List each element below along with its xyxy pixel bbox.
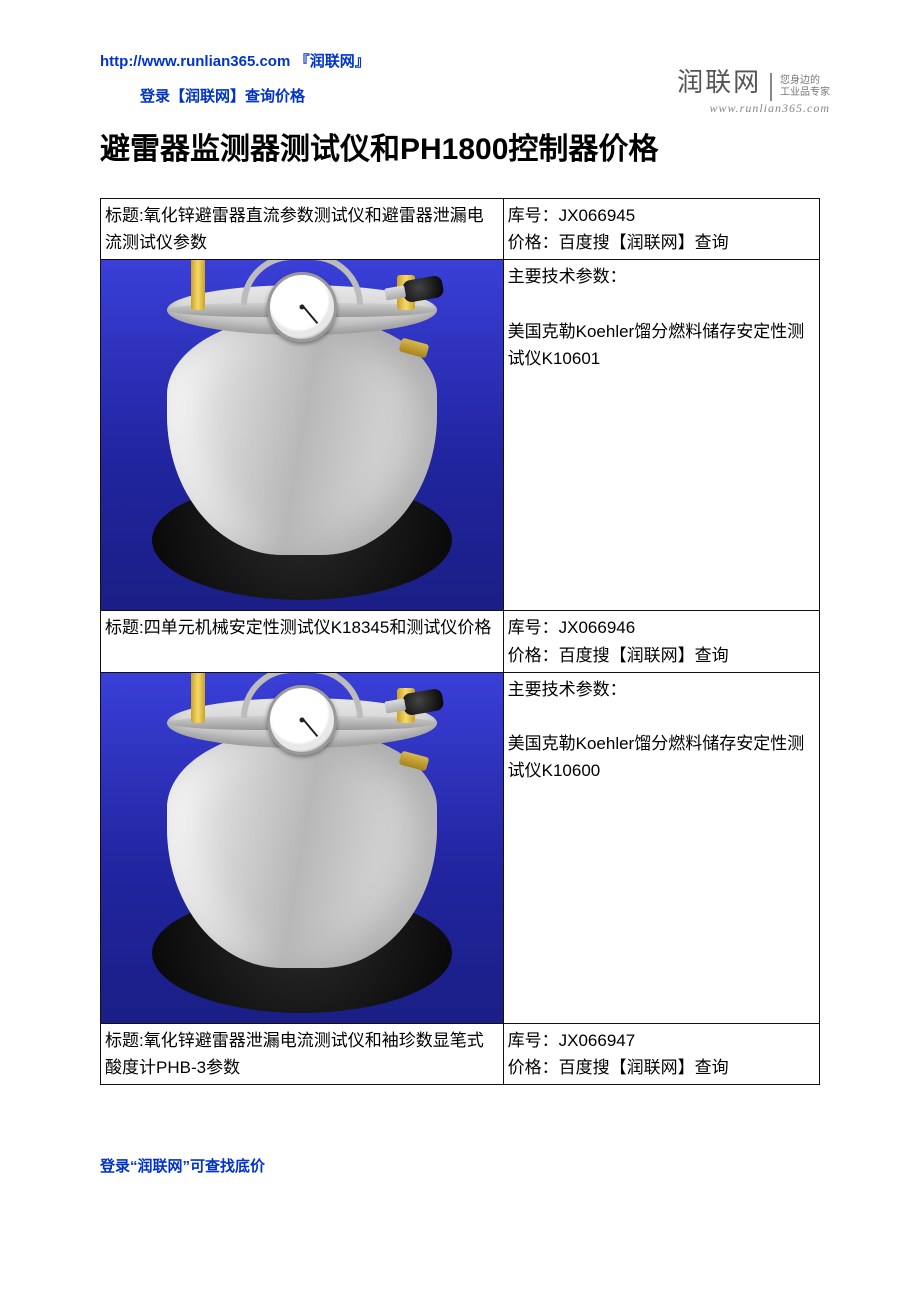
price-label: 价格： <box>508 1058 559 1077</box>
lib-label: 库号： <box>508 206 559 225</box>
row2-title: 标题:四单元机械安定性测试仪K18345和测试仪价格 <box>101 611 504 672</box>
brand-watermark: 润联网 您身边的 工业品专家 www.runlian365.com <box>677 62 830 116</box>
row2-meta: 库号：JX066946 价格：百度搜【润联网】查询 <box>503 611 819 672</box>
lib-label: 库号： <box>508 618 559 637</box>
price-label: 价格： <box>508 233 559 252</box>
row1-image-cell: 润联网 工业品 <box>101 260 504 611</box>
site-url-link[interactable]: http://www.runlian365.com <box>100 53 290 70</box>
footer-login-line[interactable]: 登录“润联网”可查找底价 <box>100 1155 820 1176</box>
wm-url: www.runlian365.com <box>677 101 830 116</box>
page-title: 避雷器监测器测试仪和PH1800控制器价格 <box>100 124 820 168</box>
row1-meta: 库号：JX066945 价格：百度搜【润联网】查询 <box>503 199 819 260</box>
spec-body: 美国克勒Koehler馏分燃料储存安定性测试仪K10601 <box>508 318 815 372</box>
site-name-quote: 『润联网』 <box>295 53 370 70</box>
row2-image-cell: 润联网 工业品 <box>101 672 504 1023</box>
product-illustration <box>101 673 503 1023</box>
spec-label: 主要技术参数： <box>508 263 815 290</box>
spec-label: 主要技术参数： <box>508 676 815 703</box>
row2-spec: 主要技术参数： 美国克勒Koehler馏分燃料储存安定性测试仪K10600 <box>503 672 819 1023</box>
product-illustration <box>101 260 503 610</box>
lib-value: JX066946 <box>559 618 636 637</box>
price-label: 价格： <box>508 646 559 665</box>
lib-label: 库号： <box>508 1031 559 1050</box>
price-value: 百度搜【润联网】查询 <box>559 1058 729 1077</box>
lib-value: JX066945 <box>559 206 636 225</box>
price-value: 百度搜【润联网】查询 <box>559 233 729 252</box>
row3-meta: 库号：JX066947 价格：百度搜【润联网】查询 <box>503 1023 819 1084</box>
row3-title: 标题:氧化锌避雷器泄漏电流测试仪和袖珍数显笔式酸度计PHB-3参数 <box>101 1023 504 1084</box>
row1-title: 标题:氧化锌避雷器直流参数测试仪和避雷器泄漏电流测试仪参数 <box>101 199 504 260</box>
wm-sub-bottom: 工业品专家 <box>780 87 830 98</box>
wm-sub-top: 您身边的 <box>780 75 820 86</box>
wm-brand: 润联网 <box>677 68 761 97</box>
product-table: 标题:氧化锌避雷器直流参数测试仪和避雷器泄漏电流测试仪参数 库号：JX06694… <box>100 198 820 1085</box>
price-value: 百度搜【润联网】查询 <box>559 646 729 665</box>
lib-value: JX066947 <box>559 1031 636 1050</box>
row1-spec: 主要技术参数： 美国克勒Koehler馏分燃料储存安定性测试仪K10601 <box>503 260 819 611</box>
spec-body: 美国克勒Koehler馏分燃料储存安定性测试仪K10600 <box>508 730 815 784</box>
